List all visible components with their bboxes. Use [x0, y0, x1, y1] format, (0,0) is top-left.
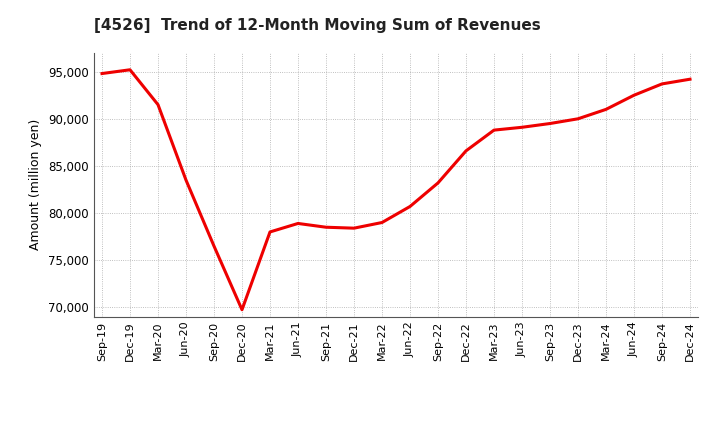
Y-axis label: Amount (million yen): Amount (million yen)	[30, 119, 42, 250]
Text: [4526]  Trend of 12-Month Moving Sum of Revenues: [4526] Trend of 12-Month Moving Sum of R…	[94, 18, 540, 33]
